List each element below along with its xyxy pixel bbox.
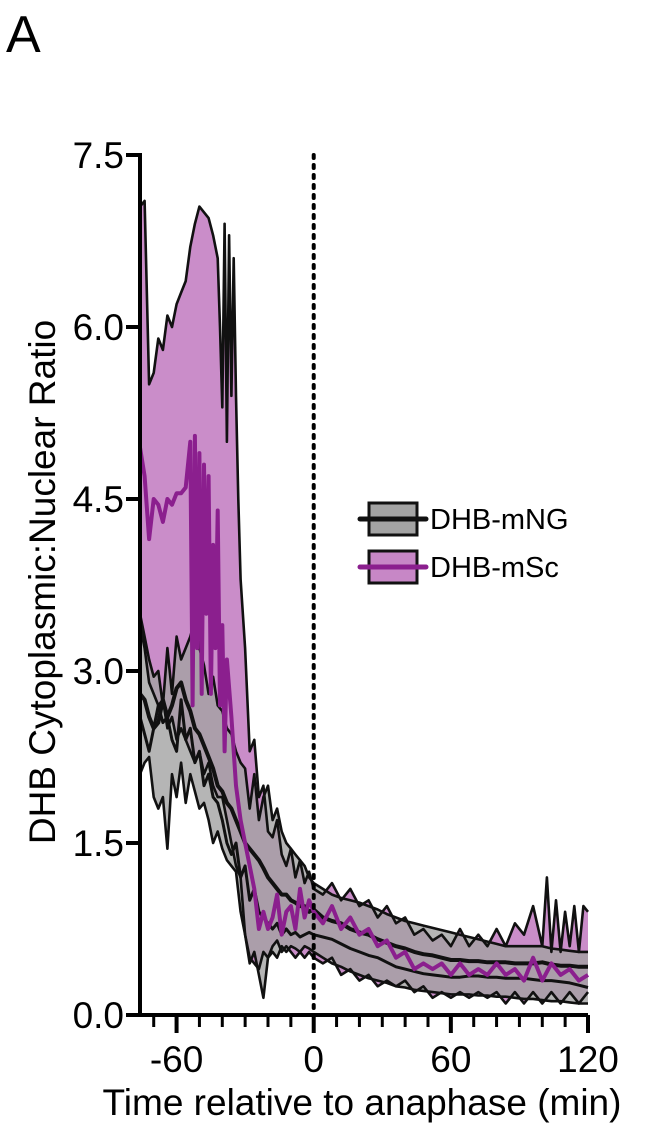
x-axis-label: Time relative to anaphase (min) bbox=[103, 1082, 622, 1123]
y-tick-label: 4.5 bbox=[73, 479, 124, 520]
y-tick-label: 7.5 bbox=[73, 135, 124, 176]
panel-label: A bbox=[6, 6, 41, 64]
y-axis-label: DHB Cytoplasmic:Nuclear Ratio bbox=[22, 320, 63, 844]
x-tick-label: 0 bbox=[303, 1039, 324, 1080]
legend: DHB-mNG DHB-mSc bbox=[357, 501, 569, 585]
dhb-msc-mean-line bbox=[138, 433, 590, 983]
y-tick-label: 6.0 bbox=[73, 307, 124, 348]
band-layer bbox=[140, 200, 588, 1004]
x-tick-label: 60 bbox=[430, 1039, 471, 1080]
dhb-mng-mean2-line bbox=[138, 698, 589, 989]
dhb-mng-lower-line bbox=[138, 755, 588, 1005]
line-layer bbox=[138, 199, 590, 1005]
axes-layer: 0.0 1.5 3.0 4.5 6.0 7.5 -60 0 60 120 bbox=[73, 135, 619, 1080]
y-tick-label: 0.0 bbox=[73, 995, 124, 1036]
y-tick-label: 3.0 bbox=[73, 651, 124, 692]
y-tick-label: 1.5 bbox=[73, 823, 124, 864]
dhb-mng-legend-label: DHB-mNG bbox=[430, 504, 569, 536]
x-tick-label: 120 bbox=[557, 1039, 619, 1080]
x-tick-label: -60 bbox=[150, 1039, 203, 1080]
dhb-msc-upper-line bbox=[138, 199, 590, 954]
dhb-mng-mean-line bbox=[138, 680, 588, 969]
dhb-mng-band bbox=[140, 613, 588, 1004]
dhb-msc-legend-label: DHB-mSc bbox=[430, 552, 559, 584]
